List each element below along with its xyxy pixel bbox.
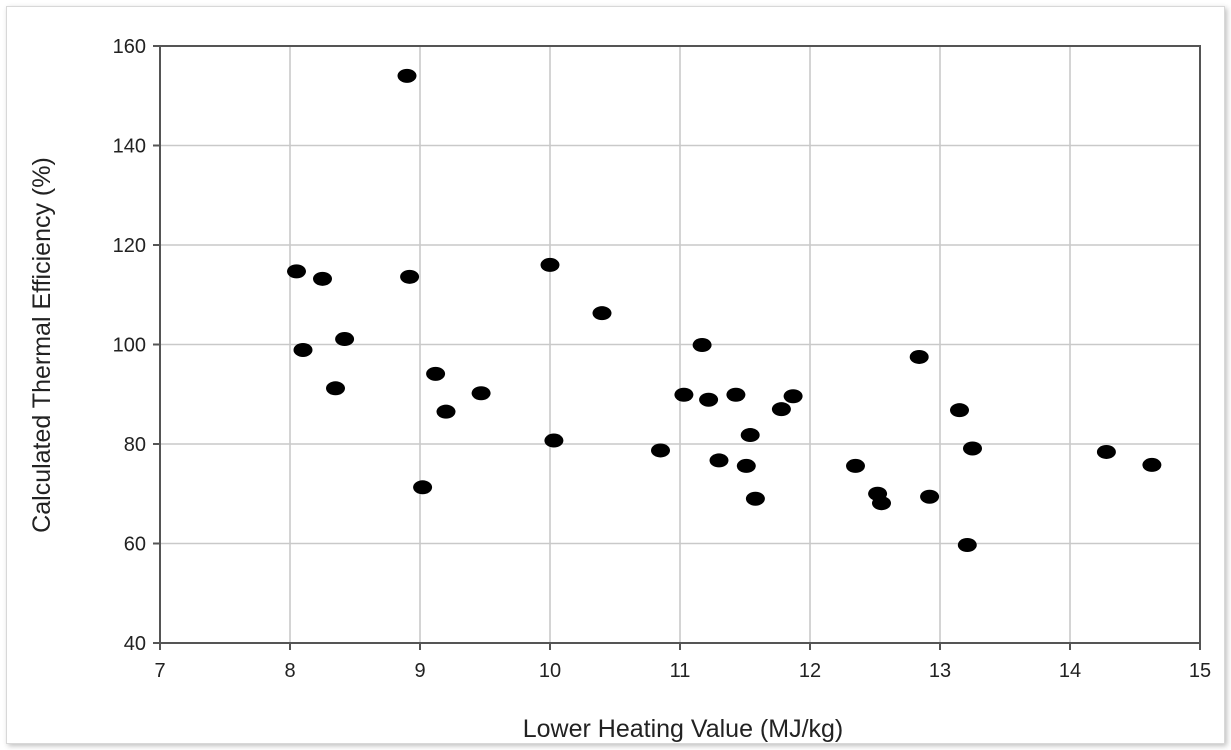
y-tick-labels: 40 60 80 100 120 140 160: [113, 36, 146, 655]
data-point: [540, 257, 560, 272]
data-point: [592, 306, 612, 321]
y-axis-title: Calculated Thermal Efficiency (%): [28, 157, 56, 533]
data-point: [745, 491, 765, 506]
data-point: [287, 264, 306, 279]
data-point: [846, 458, 865, 473]
data-point: [872, 496, 891, 511]
data-point: [335, 332, 355, 347]
grid: [160, 46, 1200, 643]
data-point: [426, 366, 446, 381]
data-point: [674, 387, 694, 402]
x-tick-label: 15: [1189, 660, 1211, 682]
data-point: [397, 68, 417, 83]
data-point: [400, 269, 420, 284]
data-point: [909, 349, 929, 364]
y-tick-label: 120: [113, 235, 146, 257]
y-tick-label: 160: [113, 36, 146, 58]
data-point: [313, 271, 332, 286]
y-tick-label: 100: [113, 335, 146, 357]
y-tick-label: 60: [124, 534, 146, 556]
data-point: [699, 392, 719, 407]
plot-area-border: [159, 45, 1201, 644]
x-tick-labels: 7 8 9 10 11 12 13 14 15: [154, 660, 1211, 682]
x-tick-label: 14: [1059, 660, 1081, 682]
data-point: [783, 389, 803, 404]
data-point: [293, 342, 313, 357]
x-tick-label: 8: [284, 660, 295, 682]
data-point: [920, 489, 940, 504]
x-tick-label: 11: [670, 660, 691, 682]
data-point: [957, 537, 977, 552]
x-tick-label: 7: [154, 660, 165, 682]
data-point: [740, 428, 760, 443]
data-point: [1142, 457, 1162, 472]
data-point: [771, 402, 791, 417]
x-tick-label: 13: [929, 660, 951, 682]
chart-frame: [6, 6, 1225, 744]
y-tick-label: 140: [113, 136, 146, 158]
x-tick-label: 9: [414, 660, 425, 682]
x-axis-title: Lower Heating Value (MJ/kg): [523, 715, 844, 743]
y-tick-label: 40: [124, 633, 146, 655]
data-point: [963, 441, 982, 456]
data-point: [651, 443, 670, 458]
data-point: [709, 453, 729, 468]
data-point: [326, 381, 345, 396]
data-point: [726, 387, 746, 402]
y-tick-label: 80: [124, 434, 146, 456]
data-point: [544, 433, 564, 448]
data-point: [736, 458, 756, 473]
data-point: [413, 480, 433, 495]
data-point: [471, 386, 491, 401]
axes: [153, 45, 1201, 650]
x-tick-label: 10: [539, 660, 561, 682]
data-point: [1096, 444, 1116, 459]
data-point: [950, 403, 969, 418]
data-point: [436, 404, 456, 419]
data-point: [692, 337, 712, 352]
x-tick-label: 12: [799, 660, 821, 682]
data-points: [287, 68, 1162, 552]
